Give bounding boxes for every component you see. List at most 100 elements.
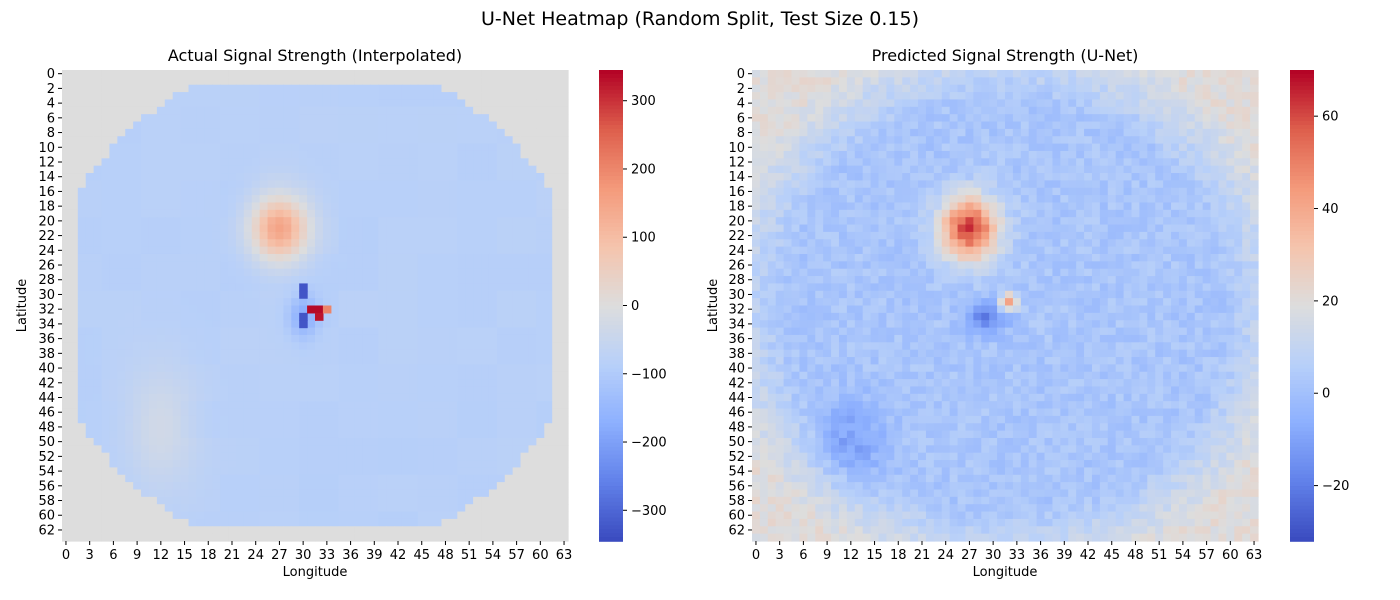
heatmap-cell [148,165,158,174]
heatmap-cell [378,393,387,402]
heatmap-cell [251,452,261,461]
heatmap-cell [188,379,198,388]
heatmap-cell [235,511,245,520]
heatmap-cell [109,268,118,277]
heatmap-cell [488,173,498,181]
colorbar-segment [599,278,623,283]
heatmap-cell [409,143,419,152]
heatmap-cell [481,180,490,189]
heatmap-cell [386,334,395,343]
heatmap-cell [141,217,150,226]
heatmap-cell [164,114,174,123]
heatmap-cell [504,70,514,78]
heatmap-cell [433,533,443,542]
heatmap-cell [465,445,474,454]
heatmap-cell [560,460,569,469]
heatmap-cell [504,246,514,255]
heatmap-cell [496,379,506,388]
heatmap-cell [362,121,371,130]
heatmap-cell [322,474,332,483]
heatmap-cell [441,482,451,491]
heatmap-cell [141,195,150,204]
heatmap-cell [481,268,490,277]
heatmap-cell [425,452,435,461]
heatmap-cell [433,202,443,211]
heatmap-cell [1107,106,1117,115]
heatmap-cell [433,393,443,402]
heatmap-cell [457,474,466,483]
heatmap-cell [220,482,229,491]
colorbar-segment [599,175,623,181]
colorbar-segment [599,215,623,220]
heatmap-cell [1218,121,1227,130]
heatmap-cell [307,379,316,388]
heatmap-cell [1036,136,1046,145]
heatmap-cell [62,518,71,527]
heatmap-cell [315,408,324,417]
heatmap-cell [552,518,561,527]
heatmap-cell [902,77,911,86]
heatmap-cell [259,261,269,270]
heatmap-cell [481,526,490,535]
heatmap-cell [291,320,300,329]
heatmap-cell [1194,128,1204,137]
heatmap-cell [259,99,269,108]
heatmap-cell [220,423,229,432]
heatmap-cell [307,401,316,410]
heatmap-cell [101,312,111,321]
heatmap-cell [228,195,237,204]
heatmap-cell [283,452,292,461]
heatmap-cell [85,268,95,277]
heatmap-cell [457,379,466,388]
heatmap-cell [441,165,451,174]
heatmap-cell [933,77,943,86]
heatmap-cell [441,158,451,167]
heatmap-cell [322,180,332,189]
heatmap-cell [172,261,182,270]
heatmap-cell [941,77,951,86]
heatmap-cell [156,77,166,86]
heatmap-cell [504,128,514,137]
heatmap-cell [346,231,356,240]
heatmap-cell [520,202,530,211]
heatmap-cell [93,239,103,248]
heatmap-cell [275,150,284,159]
heatmap-cell [172,283,182,292]
heatmap-cell [212,143,221,152]
heatmap-cell [1155,70,1164,78]
heatmap-cell [1107,99,1117,108]
heatmap-cell [370,217,379,226]
heatmap-cell [141,430,150,439]
heatmap-cell [815,114,824,123]
heatmap-cell [481,445,490,454]
heatmap-cell [528,231,537,240]
colorbar-segment [599,356,623,362]
heatmap-cell [441,511,451,520]
heatmap-cell [473,430,482,439]
heatmap-cell [77,253,87,262]
heatmap-cell [204,187,213,196]
heatmap-cell [378,165,387,174]
heatmap-cell [354,217,364,226]
heatmap-cell [220,195,229,204]
heatmap-cell [346,518,356,527]
heatmap-cell [330,474,340,483]
heatmap-cell [117,445,126,454]
heatmap-cell [457,298,466,307]
heatmap-cell [878,136,888,145]
heatmap-cell [354,533,364,542]
heatmap-cell [520,224,530,233]
heatmap-cell [299,349,308,358]
heatmap-cell [62,467,71,476]
heatmap-cell [117,349,126,358]
y-tick-label: 36 [38,332,55,347]
heatmap-cell [228,305,237,314]
heatmap-cell [188,84,198,93]
heatmap-cell [775,99,785,108]
heatmap-cell [259,202,269,211]
heatmap-cell [117,187,126,196]
heatmap-cell [504,533,514,542]
heatmap-cell [291,209,300,218]
heatmap-cell [752,128,761,137]
heatmap-cell [488,99,498,108]
